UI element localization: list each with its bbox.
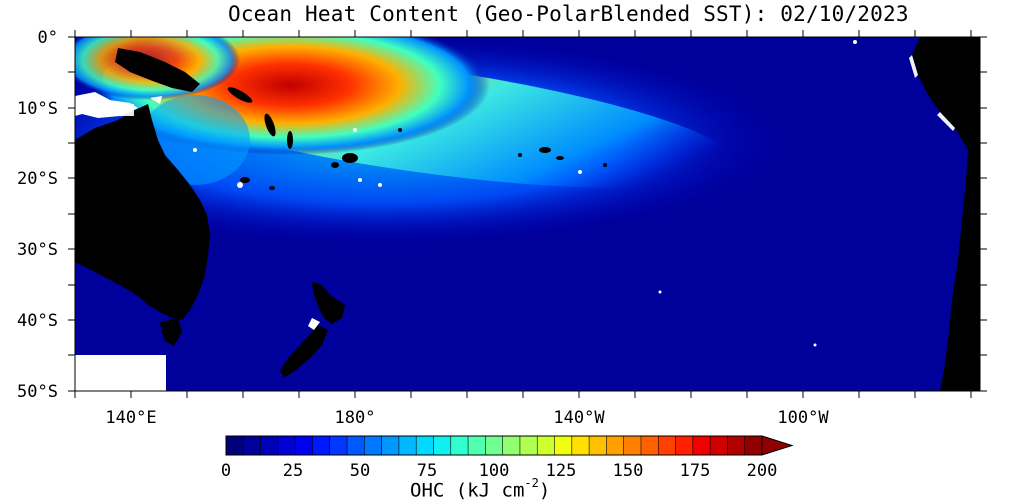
new-zealand-nodata bbox=[308, 318, 320, 330]
south-america-coast-nodata bbox=[909, 55, 955, 131]
australia-landmass bbox=[75, 104, 210, 320]
colorbar-title-end: ) bbox=[538, 479, 551, 502]
colorbar-cell bbox=[416, 436, 434, 455]
colorbar-cell bbox=[433, 436, 452, 455]
lon-label-140e: 140°E bbox=[105, 408, 157, 428]
colorbar-cell bbox=[623, 436, 642, 455]
colorbar-tick-100: 100 bbox=[478, 461, 510, 481]
colorbar-cell bbox=[485, 436, 504, 455]
colorbar-cell bbox=[658, 436, 677, 455]
colorbar-cell bbox=[381, 436, 400, 455]
colorbar-tick-175: 175 bbox=[679, 461, 711, 481]
lon-label-100w: 100°W bbox=[777, 408, 829, 428]
colorbar-cell bbox=[519, 436, 538, 455]
lat-label-30s: 30°S bbox=[17, 240, 58, 260]
colorbar-tick-150: 150 bbox=[612, 461, 644, 481]
nodata-gulf bbox=[108, 104, 134, 116]
nodata-specks bbox=[193, 40, 857, 347]
colorbar-cell bbox=[226, 436, 244, 455]
lat-ticks bbox=[68, 36, 987, 392]
colorbar-arrow bbox=[761, 435, 794, 456]
colorbar-cell bbox=[606, 436, 625, 455]
colorbar-cell bbox=[295, 436, 313, 455]
colorbar-cell bbox=[329, 436, 348, 455]
colorbar-cell bbox=[727, 436, 746, 455]
colorbar-tick-75: 75 bbox=[416, 461, 438, 481]
colorbar-title-main: OHC (kJ cm bbox=[410, 479, 525, 502]
colorbar-cell bbox=[710, 436, 728, 455]
lat-label-40s: 40°S bbox=[17, 311, 58, 331]
new-zealand-south bbox=[280, 325, 328, 378]
nodata-box bbox=[75, 355, 166, 391]
colorbar-tick-200: 200 bbox=[746, 461, 778, 481]
new-zealand-north bbox=[312, 282, 345, 324]
colorbar-cell bbox=[589, 436, 607, 455]
colorbar-tick-0: 0 bbox=[220, 461, 232, 481]
colorbar-cell bbox=[364, 436, 383, 455]
colorbar-cell bbox=[675, 436, 694, 455]
lat-label-0: 0° bbox=[37, 28, 58, 48]
colorbar-cell bbox=[243, 436, 262, 455]
new-guinea bbox=[115, 48, 200, 92]
colorbar-cell bbox=[277, 436, 296, 455]
colorbar-tick-25: 25 bbox=[282, 461, 304, 481]
colorbar-title: OHC (kJ cm-2) bbox=[410, 476, 551, 502]
colorbar-cell bbox=[571, 436, 590, 455]
colorbar-cell bbox=[744, 436, 763, 455]
pacific-islands bbox=[227, 87, 607, 190]
lat-label-50s: 50°S bbox=[17, 382, 58, 402]
south-america-landmass bbox=[912, 37, 980, 391]
colorbar-cell bbox=[502, 436, 521, 455]
tasmania bbox=[160, 318, 182, 346]
colorbar-cell bbox=[312, 436, 331, 455]
colorbar-cell bbox=[640, 436, 659, 455]
colorbar-tick-125: 125 bbox=[545, 461, 577, 481]
lon-label-180: 180° bbox=[334, 408, 376, 428]
colorbar-tick-50: 50 bbox=[349, 461, 371, 481]
colorbar-cell bbox=[450, 436, 469, 455]
colorbar-cell bbox=[692, 436, 711, 455]
lon-label-140w: 140°W bbox=[553, 408, 605, 428]
colorbar-frame bbox=[225, 435, 763, 456]
colorbar-cell bbox=[347, 436, 365, 455]
lat-label-20s: 20°S bbox=[17, 169, 58, 189]
colorbar-cell bbox=[554, 436, 573, 455]
lon-ticks bbox=[74, 30, 972, 398]
colorbar-title-sup: -2 bbox=[524, 476, 539, 490]
lat-label-10s: 10°S bbox=[17, 99, 58, 119]
colorbar-cell bbox=[537, 436, 556, 455]
new-guinea-nodata bbox=[150, 96, 162, 104]
colorbar-cell bbox=[468, 436, 486, 455]
colorbar-cell bbox=[260, 436, 279, 455]
colorbar-cell bbox=[398, 436, 417, 455]
page-title: Ocean Heat Content (Geo-PolarBlended SST… bbox=[228, 2, 909, 26]
